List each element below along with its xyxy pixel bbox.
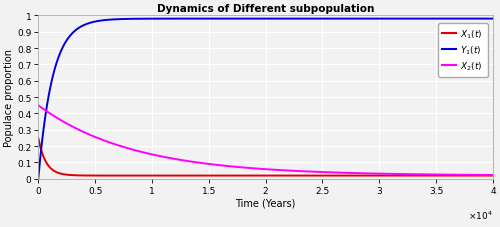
X-axis label: Time (Years): Time (Years)	[236, 198, 296, 208]
Legend: $X_1(t)$, $Y_1(t)$, $X_2(t)$: $X_1(t)$, $Y_1(t)$, $X_2(t)$	[438, 24, 488, 78]
Title: Dynamics of Different subpopulation: Dynamics of Different subpopulation	[157, 4, 374, 14]
Text: $\times10^4$: $\times10^4$	[468, 208, 493, 221]
Y-axis label: Populace proportion: Populace proportion	[4, 49, 14, 146]
